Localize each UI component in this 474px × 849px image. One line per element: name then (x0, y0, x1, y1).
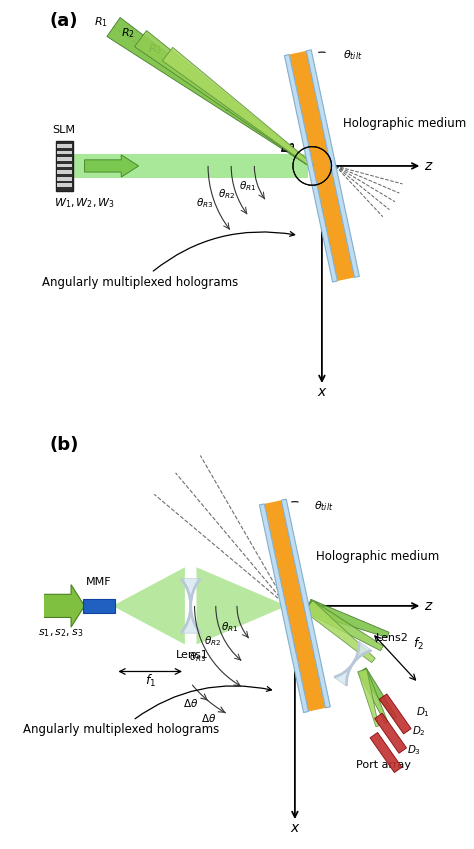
Text: x: x (318, 385, 326, 398)
Polygon shape (304, 600, 375, 662)
Text: SLM: SLM (53, 125, 76, 135)
Text: $D_1$: $D_1$ (417, 706, 430, 719)
Bar (57, 144, 72, 148)
Text: $\theta_{R3}$: $\theta_{R3}$ (196, 196, 213, 210)
Text: x: x (291, 821, 299, 835)
Polygon shape (370, 733, 402, 773)
Polygon shape (107, 18, 313, 167)
Text: $\theta_{R1}$: $\theta_{R1}$ (221, 620, 238, 633)
Polygon shape (197, 567, 282, 644)
Text: $\theta_{tilt}$: $\theta_{tilt}$ (314, 499, 334, 513)
Text: Angularly multiplexed holograms: Angularly multiplexed holograms (23, 686, 272, 736)
Text: $\Delta\theta$: $\Delta\theta$ (182, 697, 198, 709)
Polygon shape (84, 155, 138, 177)
Text: Lens2: Lens2 (376, 633, 409, 643)
Text: $D_2$: $D_2$ (412, 724, 426, 738)
Text: $R_3$: $R_3$ (148, 42, 162, 56)
Bar (57, 170, 72, 174)
Text: Angularly multiplexed holograms: Angularly multiplexed holograms (42, 232, 295, 289)
Bar (82, 599, 116, 613)
Polygon shape (73, 154, 309, 178)
Text: $f_2$: $f_2$ (412, 637, 424, 652)
Polygon shape (181, 578, 201, 633)
Text: $\Delta\theta$: $\Delta\theta$ (201, 712, 216, 724)
Polygon shape (334, 641, 372, 686)
Bar (55, 141, 73, 191)
Polygon shape (281, 499, 330, 708)
Polygon shape (135, 31, 313, 167)
Bar (57, 157, 72, 161)
Text: $\theta_{tilt}$: $\theta_{tilt}$ (343, 48, 363, 62)
Polygon shape (305, 600, 383, 650)
Polygon shape (40, 585, 84, 627)
Polygon shape (358, 669, 379, 727)
Polygon shape (358, 668, 397, 718)
Text: $R_1$: $R_1$ (94, 15, 108, 29)
Text: $s_1, s_2, s_3$: $s_1, s_2, s_3$ (38, 627, 84, 638)
Text: $\theta_{R1}$: $\theta_{R1}$ (239, 179, 256, 193)
Text: $R_2$: $R_2$ (121, 26, 135, 41)
Polygon shape (306, 599, 389, 638)
Polygon shape (162, 48, 313, 167)
Bar (57, 177, 72, 181)
Text: $\Delta\theta$: $\Delta\theta$ (280, 141, 295, 154)
Polygon shape (374, 713, 407, 753)
Polygon shape (358, 668, 388, 723)
Text: Holographic medium: Holographic medium (316, 549, 439, 563)
Polygon shape (289, 51, 355, 281)
Polygon shape (264, 500, 326, 711)
Text: Port array: Port array (356, 760, 411, 770)
Text: $f_1$: $f_1$ (145, 673, 156, 689)
Polygon shape (284, 54, 337, 282)
Text: $W_1, W_2, W_3$: $W_1, W_2, W_3$ (54, 196, 115, 211)
Text: $\theta_{R2}$: $\theta_{R2}$ (204, 633, 221, 648)
Text: Holographic medium: Holographic medium (343, 117, 466, 131)
Bar (57, 164, 72, 167)
Text: z: z (424, 159, 431, 173)
Bar (57, 183, 72, 187)
Polygon shape (259, 503, 309, 712)
Text: MMF: MMF (86, 576, 112, 587)
Text: $D_3$: $D_3$ (407, 744, 421, 757)
Polygon shape (116, 567, 185, 644)
Text: $\Delta\theta$: $\Delta\theta$ (280, 142, 295, 154)
Polygon shape (379, 694, 411, 734)
Text: (a): (a) (50, 12, 78, 30)
Text: (b): (b) (50, 436, 79, 454)
Text: $\theta_{R2}$: $\theta_{R2}$ (218, 188, 235, 201)
Polygon shape (306, 50, 359, 278)
Text: $\theta_{R3}$: $\theta_{R3}$ (189, 650, 206, 665)
Bar (57, 150, 72, 155)
Text: z: z (424, 599, 431, 613)
Text: Lens1: Lens1 (176, 650, 209, 660)
